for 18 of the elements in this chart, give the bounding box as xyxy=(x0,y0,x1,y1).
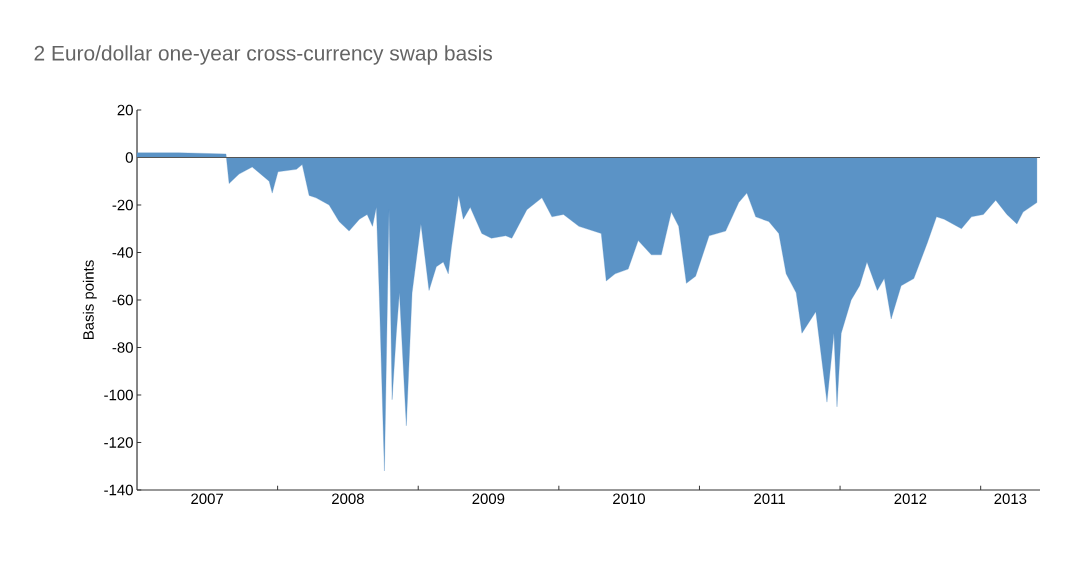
y-tick-label: 20 xyxy=(117,104,133,116)
x-tick-label: 2009 xyxy=(472,493,505,505)
y-axis-title: Basis points xyxy=(82,260,97,340)
y-tick-label: 0 xyxy=(125,152,133,163)
chart-title: 2 Euro/dollar one-year cross-currency swap basis xyxy=(34,45,492,65)
y-tick-label: -20 xyxy=(112,199,133,211)
y-tick-label: -100 xyxy=(104,389,133,401)
y-tick-label: -140 xyxy=(104,484,133,496)
y-tick-label: -120 xyxy=(104,437,133,448)
x-tick-label: 2010 xyxy=(613,493,645,505)
y-tick-label: -80 xyxy=(112,342,133,353)
y-tick-label: -60 xyxy=(112,294,133,306)
x-tick-label: 2011 xyxy=(754,493,785,505)
x-tick-label: 2013 xyxy=(994,493,1027,505)
y-tick-label: -40 xyxy=(112,247,133,258)
x-tick-label: 2008 xyxy=(332,493,364,505)
x-tick-label: 2007 xyxy=(191,493,223,505)
x-tick-label: 2012 xyxy=(894,493,927,505)
